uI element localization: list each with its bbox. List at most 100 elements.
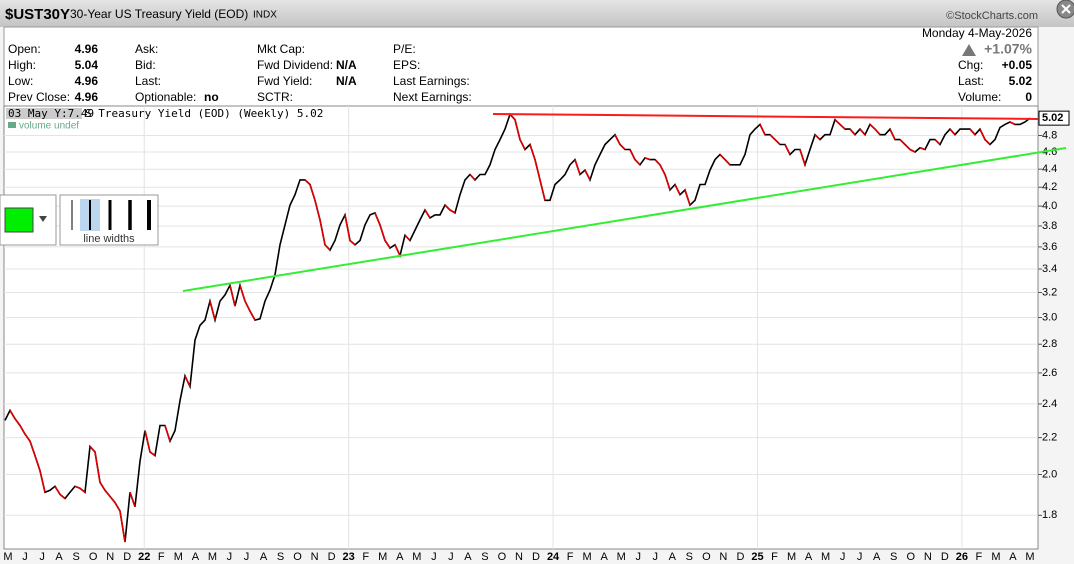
x-tick-label: N bbox=[311, 551, 319, 563]
down-segment bbox=[574, 159, 581, 175]
y-tick-label: 4.8 bbox=[1042, 129, 1057, 141]
down-segment bbox=[909, 148, 916, 153]
x-tick-label: F bbox=[771, 551, 778, 563]
down-segment bbox=[99, 481, 106, 491]
info-panel bbox=[3, 26, 1039, 107]
down-segment bbox=[319, 219, 326, 245]
resistance-trendline bbox=[492, 113, 1039, 120]
x-tick-label: O bbox=[702, 551, 711, 563]
field-label: Fwd Yield: bbox=[257, 74, 312, 88]
legend: S Treasury Yield (EOD) (Weekly) 5.02 bbox=[85, 107, 323, 120]
x-tick-label: 23 bbox=[343, 551, 355, 563]
color-swatch[interactable] bbox=[4, 207, 34, 233]
x-tick-label: O bbox=[89, 551, 98, 563]
down-segment bbox=[919, 147, 926, 151]
y-tick-label: 4.0 bbox=[1042, 200, 1057, 212]
field-label: Chg: bbox=[958, 58, 983, 72]
down-segment bbox=[969, 128, 976, 136]
x-tick-label: A bbox=[396, 551, 404, 563]
down-segment bbox=[89, 445, 96, 453]
x-tick-label: J bbox=[227, 551, 233, 563]
down-segment bbox=[584, 169, 591, 181]
down-segment bbox=[309, 184, 316, 201]
x-tick-label: J bbox=[653, 551, 659, 563]
x-tick-label: S bbox=[72, 551, 79, 563]
y-tick-label: 3.0 bbox=[1042, 311, 1057, 323]
down-segment bbox=[29, 440, 36, 456]
down-segment bbox=[39, 470, 46, 493]
down-segment bbox=[9, 410, 16, 420]
x-tick-label: F bbox=[362, 551, 369, 563]
down-segment bbox=[1009, 121, 1016, 126]
field-label: SCTR: bbox=[257, 90, 293, 104]
down-segment bbox=[144, 430, 151, 453]
x-tick-label: M bbox=[617, 551, 626, 563]
down-segment bbox=[304, 179, 311, 186]
down-segment bbox=[74, 485, 81, 490]
down-segment bbox=[674, 184, 681, 196]
x-tick-label: A bbox=[873, 551, 881, 563]
y-tick-label: 1.8 bbox=[1042, 509, 1057, 521]
down-segment bbox=[979, 128, 986, 140]
x-tick-label: F bbox=[158, 551, 165, 563]
down-segment bbox=[314, 200, 321, 221]
down-segment bbox=[614, 134, 621, 145]
symbol-name: 30-Year US Treasury Yield (EOD) bbox=[70, 7, 248, 21]
down-segment bbox=[629, 149, 636, 160]
down-segment bbox=[229, 285, 236, 307]
down-segment bbox=[34, 455, 41, 471]
x-tick-label: 26 bbox=[956, 551, 968, 563]
chart: M J J A S O N D 22 F M A M J J A S O N D 23 F M A M J J A S O N D 24 F M A M… bbox=[3, 106, 1070, 563]
y-tick-label: 2.2 bbox=[1042, 432, 1057, 444]
x-tick-label: D bbox=[328, 551, 336, 563]
x-tick-label: J bbox=[431, 551, 437, 563]
down-segment bbox=[654, 159, 661, 166]
dropdown-arrow[interactable] bbox=[39, 216, 47, 222]
field-label: P/E: bbox=[393, 42, 416, 56]
x-tick-label: S bbox=[686, 551, 693, 563]
field-label: Mkt Cap: bbox=[257, 42, 305, 56]
down-segment bbox=[209, 300, 216, 321]
quote-fields: Open: 4.96 High: 5.04 Low: 4.96 Prev Close: 4.9… bbox=[8, 42, 1032, 104]
down-segment bbox=[874, 128, 881, 136]
down-segment bbox=[324, 244, 331, 251]
close-icon bbox=[1061, 4, 1071, 14]
x-tick-label: M bbox=[3, 551, 12, 563]
field-label: Prev Close: bbox=[8, 90, 70, 104]
down-segment bbox=[719, 153, 726, 161]
down-segment bbox=[149, 451, 156, 457]
field-label: Last: bbox=[135, 74, 161, 88]
y-tick-label: 2.0 bbox=[1042, 468, 1057, 480]
field-label: Fwd Dividend: bbox=[257, 58, 333, 72]
field-value: 0 bbox=[1025, 90, 1032, 104]
x-tick-label: J bbox=[39, 551, 45, 563]
x-tick-label: D bbox=[123, 551, 131, 563]
down-segment bbox=[724, 159, 731, 166]
field-value: +0.05 bbox=[1002, 58, 1033, 72]
down-segment bbox=[79, 487, 86, 493]
down-segment bbox=[534, 159, 541, 181]
down-segment bbox=[59, 493, 66, 500]
field-label: High: bbox=[8, 58, 36, 72]
field-label: Open: bbox=[8, 42, 41, 56]
down-segment bbox=[814, 134, 821, 141]
x-tick-label: O bbox=[906, 551, 915, 563]
x-tick-label: J bbox=[840, 551, 846, 563]
y-tick-label: 4.6 bbox=[1042, 146, 1057, 158]
down-segment bbox=[869, 123, 876, 130]
x-tick-label: N bbox=[924, 551, 932, 563]
x-tick-label: M bbox=[991, 551, 1000, 563]
field-label: Last Earnings: bbox=[393, 74, 470, 88]
down-segment bbox=[759, 124, 766, 136]
x-tick-label: A bbox=[1009, 551, 1017, 563]
down-segment bbox=[469, 173, 476, 181]
field-value: 4.96 bbox=[75, 90, 99, 104]
field-label: Bid: bbox=[135, 58, 156, 72]
last-value-label: 5.02 bbox=[1042, 112, 1063, 124]
x-tick-label: 22 bbox=[138, 551, 150, 563]
down-segment bbox=[119, 510, 126, 543]
field-value: 4.96 bbox=[75, 74, 99, 88]
last-value-tag bbox=[1038, 110, 1070, 126]
x-tick-label: M bbox=[208, 551, 217, 563]
field-value: no bbox=[204, 90, 219, 104]
